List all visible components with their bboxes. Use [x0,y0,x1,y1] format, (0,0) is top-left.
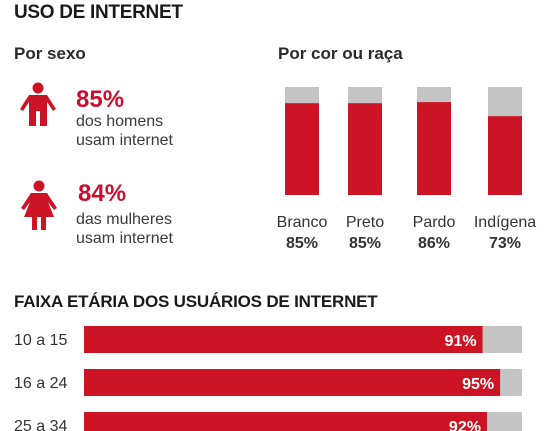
age-bar [84,369,501,396]
race-category-label: Indígena [474,214,536,231]
race-value-label: 85% [286,235,318,252]
age-section-title: FAIXA ETÁRIA DOS USUÁRIOS DE INTERNET [14,292,378,311]
race-bar [348,103,382,195]
age-category-label: 10 a 15 [14,332,67,349]
race-bar [417,102,451,195]
age-category-label: 16 a 24 [14,375,67,392]
women-percentage: 84% [78,180,127,207]
women-description: das mulheres usam internet [76,210,236,248]
men-desc-line2: usam internet [76,132,173,149]
race-bar [285,103,319,195]
men-description: dos homens usam internet [76,112,236,150]
age-bar [84,326,483,353]
race-subtitle: Por cor ou raça [278,44,403,63]
women-desc-line1: das mulheres [76,211,173,228]
race-value-label: 85% [349,235,381,252]
age-value-label: 95% [462,376,494,393]
race-category-label: Preto [346,214,384,231]
race-bar [488,116,522,195]
race-value-label: 73% [489,235,521,252]
race-category-label: Pardo [413,214,456,231]
sex-subtitle: Por sexo [14,44,86,63]
women-desc-line2: usam internet [76,230,173,247]
men-percentage: 85% [76,86,125,113]
race-category-label: Branco [277,214,328,231]
men-desc-line1: dos homens [76,113,164,130]
age-value-label: 91% [445,333,477,350]
age-category-label: 25 a 34 [14,418,67,431]
man-icon [20,82,56,126]
page-title: USO DE INTERNET [14,2,183,23]
race-value-label: 86% [418,235,450,252]
age-value-label: 92% [449,419,481,431]
age-bar [84,412,487,431]
woman-icon [21,180,57,230]
